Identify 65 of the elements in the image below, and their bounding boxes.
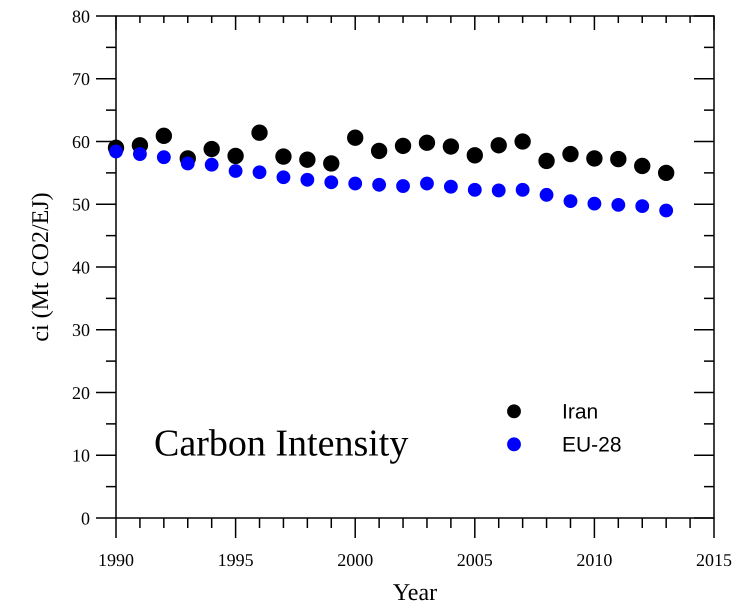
x-tick-label: 1995 <box>218 550 254 570</box>
point <box>586 150 603 167</box>
point <box>372 178 386 192</box>
y-tick-label: 50 <box>72 194 90 215</box>
y-tick-label: 10 <box>72 446 90 466</box>
point <box>324 175 338 190</box>
y-axis-title: ci (Mt CO2/EJ) <box>28 192 54 342</box>
point <box>468 182 482 197</box>
point <box>180 156 195 170</box>
point <box>516 182 530 197</box>
point <box>564 194 578 208</box>
x-tick-label: 2005 <box>456 550 493 570</box>
point <box>228 164 243 178</box>
point <box>204 140 220 158</box>
point <box>133 147 147 161</box>
point <box>562 146 579 162</box>
point <box>658 164 674 182</box>
point <box>251 124 268 141</box>
legend-label: EU-28 <box>562 434 622 457</box>
point <box>538 152 555 170</box>
y-tick-label: 20 <box>72 382 90 403</box>
y-tick-label: 40 <box>72 257 90 278</box>
point <box>611 198 626 212</box>
x-tick-label: 2015 <box>696 550 732 570</box>
legend-label: Iran <box>562 400 598 424</box>
point <box>370 142 388 160</box>
point <box>394 138 412 154</box>
x-tick-label: 2000 <box>337 550 374 570</box>
point <box>323 155 340 172</box>
point <box>156 150 171 164</box>
point <box>659 204 674 218</box>
y-tick-label: 60 <box>72 132 90 152</box>
point <box>300 172 314 187</box>
point <box>444 180 458 194</box>
point <box>276 170 290 184</box>
annotation: Carbon Intensity <box>154 422 408 464</box>
point <box>396 179 410 193</box>
y-tick-label: 30 <box>72 320 90 340</box>
point <box>156 128 172 144</box>
y-tick-label: 80 <box>72 6 90 26</box>
point <box>348 176 362 190</box>
point <box>204 158 219 172</box>
point <box>420 176 434 190</box>
point <box>587 196 602 211</box>
point <box>466 147 483 164</box>
point <box>109 144 123 158</box>
x-tick-label: 1990 <box>98 550 134 570</box>
point <box>635 199 650 214</box>
x-axis-title: Year <box>392 580 438 606</box>
y-tick-label: 70 <box>72 69 90 90</box>
point <box>492 184 506 198</box>
point <box>490 137 507 154</box>
point <box>275 148 292 165</box>
point <box>540 188 554 202</box>
x-tick-label: 2010 <box>576 550 612 570</box>
point <box>514 133 531 150</box>
point <box>442 138 460 155</box>
point <box>610 150 626 168</box>
point <box>299 152 316 168</box>
point <box>347 130 364 146</box>
point <box>418 134 436 151</box>
point <box>634 158 650 174</box>
point <box>252 165 266 180</box>
y-tick-label: 0 <box>81 508 90 528</box>
point <box>227 148 244 164</box>
